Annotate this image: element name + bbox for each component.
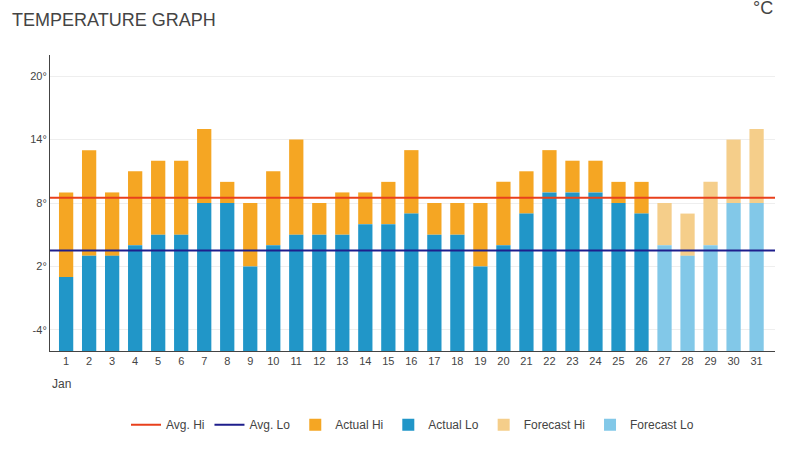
svg-text:28: 28	[681, 355, 693, 367]
svg-text:Actual Lo: Actual Lo	[428, 418, 478, 432]
svg-text:27: 27	[658, 355, 670, 367]
svg-text:22: 22	[543, 355, 555, 367]
svg-text:5: 5	[155, 355, 161, 367]
svg-text:20: 20	[497, 355, 509, 367]
svg-text:1: 1	[63, 355, 69, 367]
svg-text:20°: 20°	[30, 70, 47, 82]
svg-text:Actual Hi: Actual Hi	[335, 418, 383, 432]
svg-text:7: 7	[201, 355, 207, 367]
svg-text:4: 4	[132, 355, 138, 367]
svg-text:14°: 14°	[30, 133, 47, 145]
svg-text:25: 25	[612, 355, 624, 367]
svg-text:12: 12	[313, 355, 325, 367]
svg-text:30: 30	[727, 355, 739, 367]
svg-text:°C: °C	[753, 0, 773, 18]
svg-text:9: 9	[247, 355, 253, 367]
svg-text:8°: 8°	[36, 197, 47, 209]
svg-text:2: 2	[86, 355, 92, 367]
svg-text:Forecast Hi: Forecast Hi	[524, 418, 585, 432]
svg-text:21: 21	[520, 355, 532, 367]
svg-text:-4°: -4°	[33, 324, 47, 336]
svg-text:13: 13	[336, 355, 348, 367]
svg-text:17: 17	[428, 355, 440, 367]
svg-text:2°: 2°	[36, 260, 47, 272]
svg-text:19: 19	[474, 355, 486, 367]
svg-text:18: 18	[451, 355, 463, 367]
svg-text:24: 24	[589, 355, 601, 367]
svg-text:Forecast Lo: Forecast Lo	[630, 418, 694, 432]
svg-text:29: 29	[704, 355, 716, 367]
svg-text:8: 8	[224, 355, 230, 367]
svg-text:TEMPERATURE GRAPH: TEMPERATURE GRAPH	[12, 10, 216, 30]
svg-text:Jan: Jan	[52, 377, 71, 391]
svg-text:6: 6	[178, 355, 184, 367]
svg-text:16: 16	[405, 355, 417, 367]
svg-text:14: 14	[359, 355, 371, 367]
svg-text:Avg. Lo: Avg. Lo	[249, 418, 290, 432]
svg-text:3: 3	[109, 355, 115, 367]
svg-text:31: 31	[750, 355, 762, 367]
svg-text:Avg. Hi: Avg. Hi	[166, 418, 204, 432]
svg-text:11: 11	[291, 355, 302, 367]
svg-text:10: 10	[267, 355, 279, 367]
svg-text:15: 15	[382, 355, 394, 367]
svg-text:26: 26	[635, 355, 647, 367]
svg-text:23: 23	[566, 355, 578, 367]
